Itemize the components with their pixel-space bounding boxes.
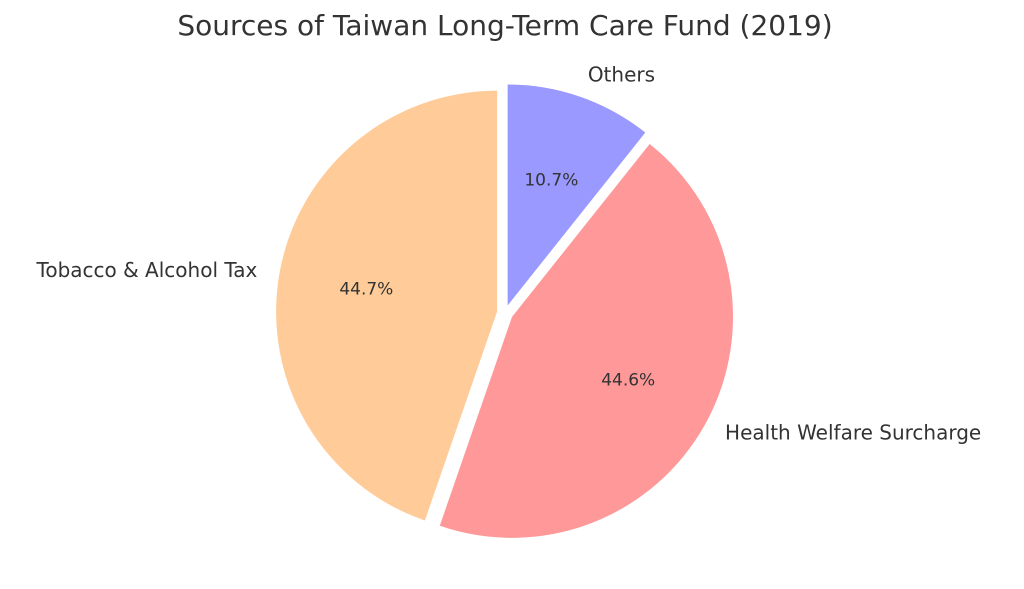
category-label: Health Welfare Surcharge [725,420,981,444]
chart-title: Sources of Taiwan Long-Term Care Fund (2… [177,9,832,42]
percent-label: 10.7% [524,170,578,190]
pie-slice [439,143,734,538]
category-label: Others [588,62,655,86]
percent-label: 44.6% [601,371,655,391]
pie-slice [276,90,498,521]
percent-label: 44.7% [339,280,393,300]
pie-slice [507,84,646,306]
category-label: Tobacco & Alcohol Tax [36,258,258,282]
